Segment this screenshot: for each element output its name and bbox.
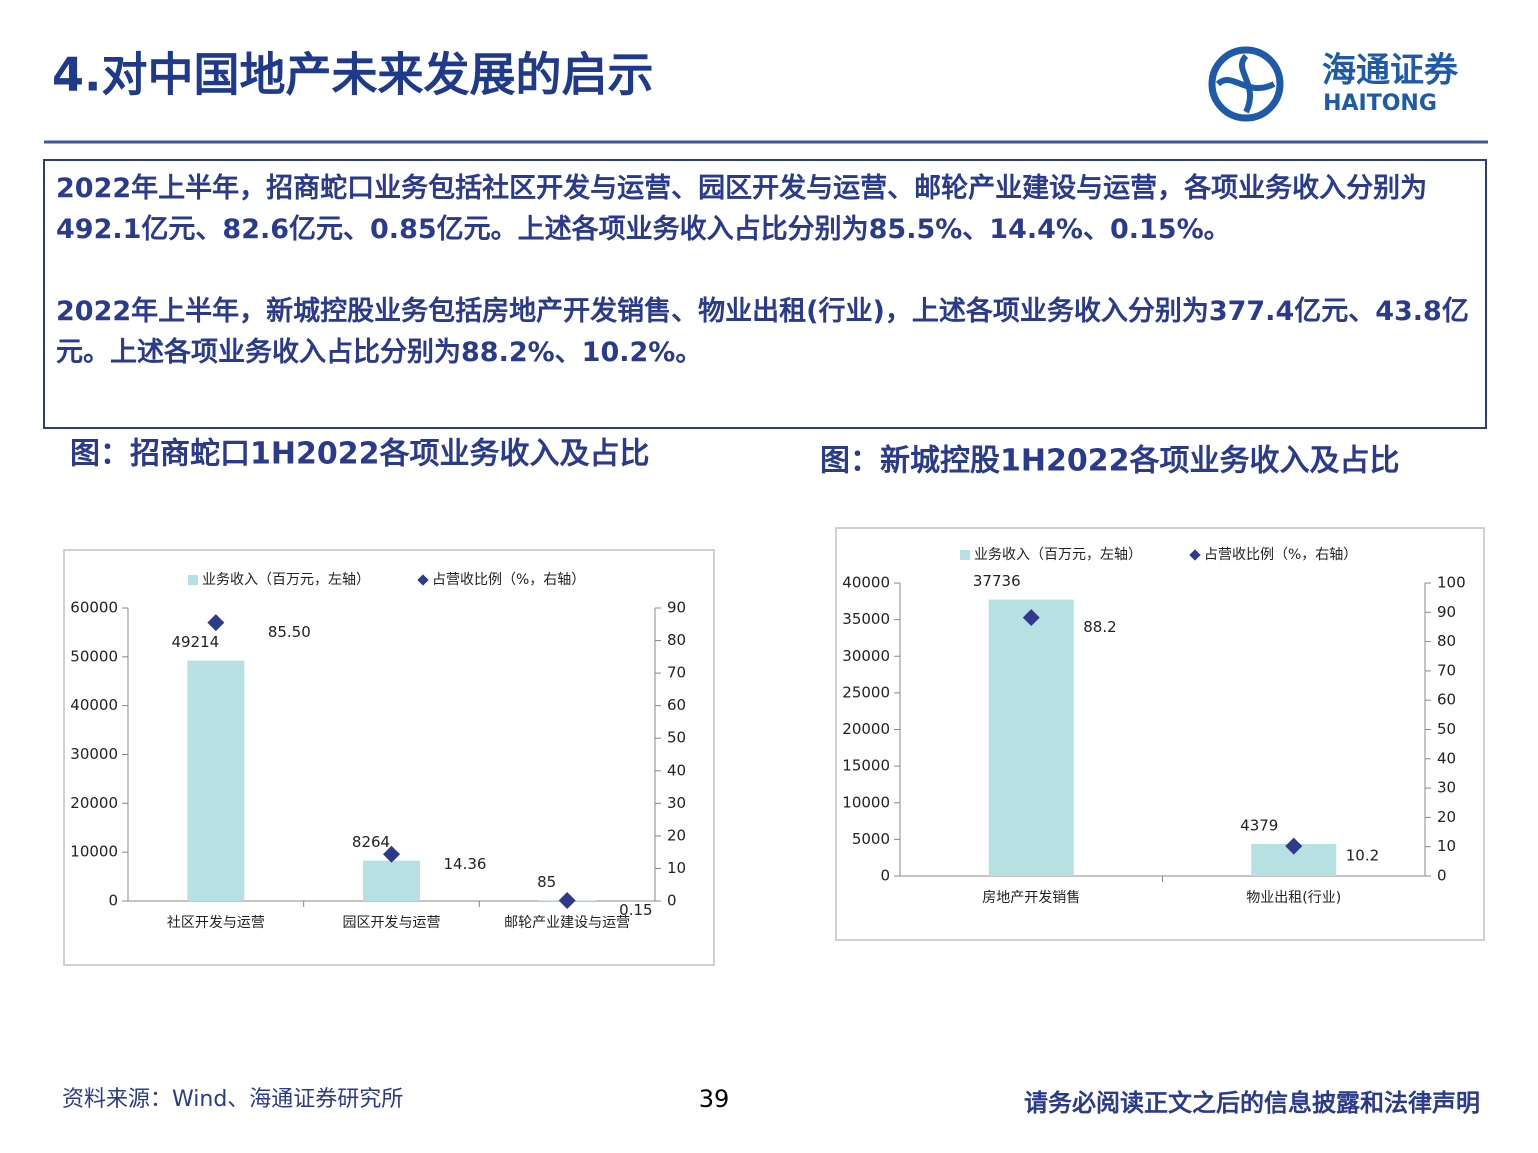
marker xyxy=(1285,837,1303,855)
point-value-label: 14.36 xyxy=(444,855,487,873)
bar-value-label: 49214 xyxy=(171,633,219,651)
marker xyxy=(207,614,225,632)
y-tick-label: 30000 xyxy=(842,647,890,665)
bar-value-label: 85 xyxy=(537,873,556,891)
y2-tick-label: 80 xyxy=(667,631,686,649)
y2-tick-label: 10 xyxy=(1437,837,1456,855)
y-tick-label: 60000 xyxy=(70,599,118,617)
text-box xyxy=(43,159,1487,429)
point-value-label: 0.15 xyxy=(619,901,652,919)
y-tick-label: 40000 xyxy=(842,574,890,592)
bar xyxy=(187,660,245,901)
bar-value-label: 37736 xyxy=(973,572,1021,590)
chart: 0 5000 10000 15000 20000 25000 30000 35000 40000… xyxy=(835,527,1485,941)
point-value-label: 85.50 xyxy=(268,623,311,641)
y2-tick-label: 0 xyxy=(1437,867,1447,885)
marker xyxy=(383,845,400,863)
logo-sub: HAITONG xyxy=(1323,91,1437,116)
y-tick-label: 5000 xyxy=(852,830,890,848)
y-tick-label: 30000 xyxy=(70,745,118,763)
y2-tick-label: 70 xyxy=(1437,661,1456,679)
y-tick-label: 20000 xyxy=(842,720,890,738)
y2-tick-label: 30 xyxy=(667,794,686,812)
legend-swatch xyxy=(960,550,970,560)
legend-swatch xyxy=(417,574,429,586)
bar-value-label: 8264 xyxy=(352,833,390,851)
y-tick-label: 0 xyxy=(108,892,118,910)
legend-label: 占营收比例（%，右轴） xyxy=(1204,547,1357,563)
y-tick-label: 50000 xyxy=(70,647,118,665)
y-tick-label: 0 xyxy=(880,867,890,885)
logo-text: 海通证券 xyxy=(1322,51,1459,91)
bar-value-label: 4379 xyxy=(1240,816,1278,834)
y2-tick-label: 90 xyxy=(667,599,686,617)
y-tick-label: 20000 xyxy=(70,794,118,812)
y2-tick-label: 10 xyxy=(667,859,686,877)
y-tick-label: 10000 xyxy=(70,843,118,861)
marker xyxy=(1022,609,1040,627)
legend-label: 业务收入（百万元，左轴） xyxy=(974,547,1142,563)
disclaimer: 请务必阅读正文之后的信息披露和法律声明 xyxy=(1024,1089,1480,1117)
y2-tick-label: 50 xyxy=(667,729,686,747)
paragraph: 2022年上半年，新城控股业务包括房地产开发销售、物业出租(行业)，上述各项业务… xyxy=(56,296,1469,368)
y-tick-label: 40000 xyxy=(70,696,118,714)
figure-caption: 图：招商蛇口1H2022各项业务收入及占比 xyxy=(70,437,649,472)
y-tick-label: 25000 xyxy=(842,683,890,701)
y2-tick-label: 30 xyxy=(1437,779,1456,797)
legend-swatch xyxy=(1189,549,1201,561)
y2-tick-label: 20 xyxy=(1437,808,1456,826)
x-tick-label: 社区开发与运营 xyxy=(167,915,265,931)
chart-frame xyxy=(835,527,1485,941)
y2-tick-label: 80 xyxy=(1437,632,1456,650)
x-tick-label: 邮轮产业建设与运营 xyxy=(504,915,630,931)
figure-caption: 图：新城控股1H2022各项业务收入及占比 xyxy=(820,444,1399,479)
logo: 海通证券 HAITONG xyxy=(1208,46,1459,122)
point-value-label: 88.2 xyxy=(1083,618,1116,636)
slide-title: 4.对中国地产未来发展的启示 xyxy=(52,48,653,102)
legend-swatch xyxy=(188,575,198,585)
legend-label: 业务收入（百万元，左轴） xyxy=(202,572,370,588)
y2-tick-label: 40 xyxy=(667,761,686,779)
x-tick-label: 园区开发与运营 xyxy=(343,915,441,931)
y-tick-label: 10000 xyxy=(842,793,890,811)
y2-tick-label: 70 xyxy=(667,664,686,682)
y2-tick-label: 20 xyxy=(667,826,686,844)
chart-frame xyxy=(63,549,715,966)
paragraph: 2022年上半年，招商蛇口业务包括社区开发与运营、园区开发与运营、邮轮产业建设与… xyxy=(56,173,1428,245)
y-tick-label: 35000 xyxy=(842,610,890,628)
bar xyxy=(363,860,420,901)
x-tick-label: 房地产开发销售 xyxy=(982,890,1080,906)
page-number: 39 xyxy=(699,1085,730,1113)
y2-tick-label: 0 xyxy=(667,892,677,910)
y-tick-label: 15000 xyxy=(842,757,890,775)
y2-tick-label: 90 xyxy=(1437,603,1456,621)
y2-tick-label: 50 xyxy=(1437,720,1456,738)
y2-tick-label: 40 xyxy=(1437,749,1456,767)
point-value-label: 10.2 xyxy=(1346,847,1379,865)
legend-label: 占营收比例（%，右轴） xyxy=(432,572,585,588)
text-box-content: 2022年上半年，招商蛇口业务包括社区开发与运营、园区开发与运营、邮轮产业建设与… xyxy=(56,173,1469,368)
y2-tick-label: 60 xyxy=(1437,691,1456,709)
y2-tick-label: 100 xyxy=(1437,574,1466,592)
marker xyxy=(558,892,576,909)
x-tick-label: 物业出租(行业) xyxy=(1246,890,1341,906)
source: 资料来源：Wind、海通证券研究所 xyxy=(62,1087,403,1112)
y2-tick-label: 60 xyxy=(667,696,686,714)
chart: 0 10000 20000 30000 40000 50000 60000 0 10 20 30 40… xyxy=(63,549,715,966)
bar xyxy=(988,599,1074,876)
